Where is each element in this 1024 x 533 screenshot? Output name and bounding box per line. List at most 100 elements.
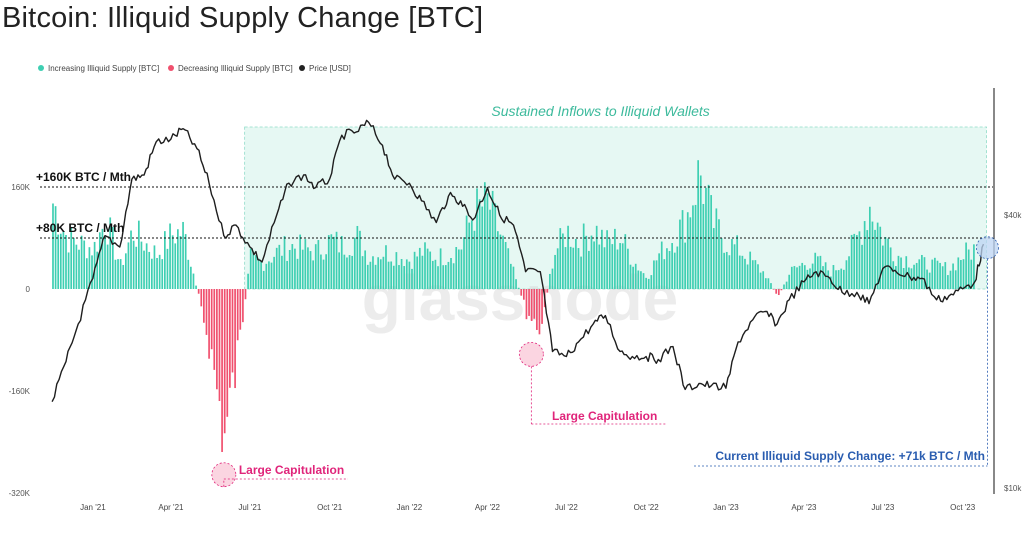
increase-bar: [106, 244, 109, 289]
increase-bar: [335, 231, 338, 289]
increase-bar: [411, 268, 413, 289]
increase-bar: [299, 234, 301, 289]
increase-bar: [564, 247, 567, 289]
increase-bar: [437, 266, 439, 289]
increase-bar: [192, 273, 195, 289]
increase-bar: [960, 260, 962, 289]
increase-bar: [268, 261, 270, 289]
legend-marker: [168, 65, 174, 71]
decrease-bar: [197, 289, 200, 294]
increase-bar: [494, 203, 497, 289]
increase-bar: [637, 270, 640, 289]
increase-bar: [718, 219, 720, 289]
increase-bar: [663, 259, 666, 289]
increase-bar: [257, 258, 260, 289]
decrease-bar: [772, 289, 775, 290]
increase-bar: [387, 261, 390, 289]
increase-bar: [764, 278, 767, 289]
increase-bar: [921, 254, 923, 289]
increase-bar: [679, 219, 681, 289]
increase-bar: [746, 264, 749, 289]
increase-bar: [439, 248, 442, 289]
increase-bar: [793, 266, 796, 289]
increase-bar: [247, 273, 249, 289]
increase-bar: [296, 258, 299, 289]
decrease-bar: [200, 289, 203, 307]
increase-bar: [171, 235, 174, 289]
decrease-bar: [541, 289, 543, 324]
increase-bar: [340, 235, 343, 289]
increase-bar: [320, 254, 322, 289]
increase-bar: [468, 222, 471, 289]
decrease-bar: [229, 289, 231, 388]
increase-bar: [65, 234, 67, 289]
decrease-bar: [780, 289, 783, 291]
left-axis-tick: 160K: [11, 183, 30, 192]
increase-bar: [645, 277, 647, 289]
increase-bar: [164, 231, 166, 289]
increase-bar: [473, 230, 476, 289]
increase-bar: [723, 252, 726, 289]
increase-bar: [62, 231, 65, 289]
decrease-bar: [236, 289, 239, 341]
increase-bar: [725, 251, 728, 289]
increase-bar: [603, 247, 606, 289]
increase-bar: [744, 258, 746, 289]
increase-bar: [379, 259, 382, 289]
increase-bar: [93, 241, 96, 289]
decrease-bar: [533, 289, 536, 319]
increase-bar: [733, 244, 736, 289]
increase-bar: [353, 237, 356, 289]
x-axis-tick: Jul '23: [871, 503, 894, 512]
increase-bar: [902, 268, 905, 289]
increase-bar: [338, 252, 340, 289]
increase-bar: [689, 217, 692, 289]
decrease-bar: [538, 289, 541, 335]
increase-bar: [67, 252, 70, 289]
increase-bar: [476, 188, 478, 289]
increase-bar: [325, 254, 327, 289]
increase-bar: [598, 244, 601, 289]
increase-bar: [949, 270, 952, 289]
legend-marker: [38, 65, 44, 71]
increase-bar: [478, 199, 481, 289]
increase-bar: [416, 256, 419, 289]
increase-bar: [57, 234, 60, 289]
increase-bar: [715, 208, 718, 289]
current-value-marker: [976, 236, 999, 260]
decrease-bar: [231, 289, 234, 373]
increase-bar: [457, 249, 460, 289]
increase-bar: [83, 240, 86, 289]
x-axis-tick: Oct '22: [634, 503, 660, 512]
increase-bar: [551, 268, 554, 289]
increase-bar: [947, 275, 949, 289]
increase-bar: [827, 270, 830, 289]
increase-bar: [684, 242, 686, 289]
increase-bar: [117, 259, 119, 289]
increase-bar: [923, 257, 926, 289]
increase-bar: [273, 256, 275, 289]
increase-bar: [973, 244, 975, 289]
increase-bar: [512, 266, 515, 289]
increase-bar: [156, 257, 158, 289]
increase-bar: [114, 259, 117, 289]
increase-bar: [577, 248, 580, 289]
left-axis-tick: -320K: [9, 489, 31, 498]
increase-bar: [346, 257, 348, 289]
increase-bar: [72, 237, 75, 289]
increase-bar: [452, 263, 455, 289]
increase-bar: [757, 264, 759, 289]
increase-bar: [130, 230, 132, 289]
increase-bar: [405, 259, 408, 289]
increase-bar: [184, 234, 187, 289]
increase-bar: [676, 246, 679, 289]
increase-bar: [931, 259, 934, 289]
increase-bar: [483, 182, 486, 289]
decrease-bar: [239, 289, 242, 330]
increase-bar: [848, 256, 850, 289]
increase-bar: [866, 230, 869, 289]
increase-bar: [252, 251, 255, 289]
increase-bar: [392, 265, 395, 289]
decrease-bar: [244, 289, 247, 300]
increase-bar: [75, 244, 78, 289]
